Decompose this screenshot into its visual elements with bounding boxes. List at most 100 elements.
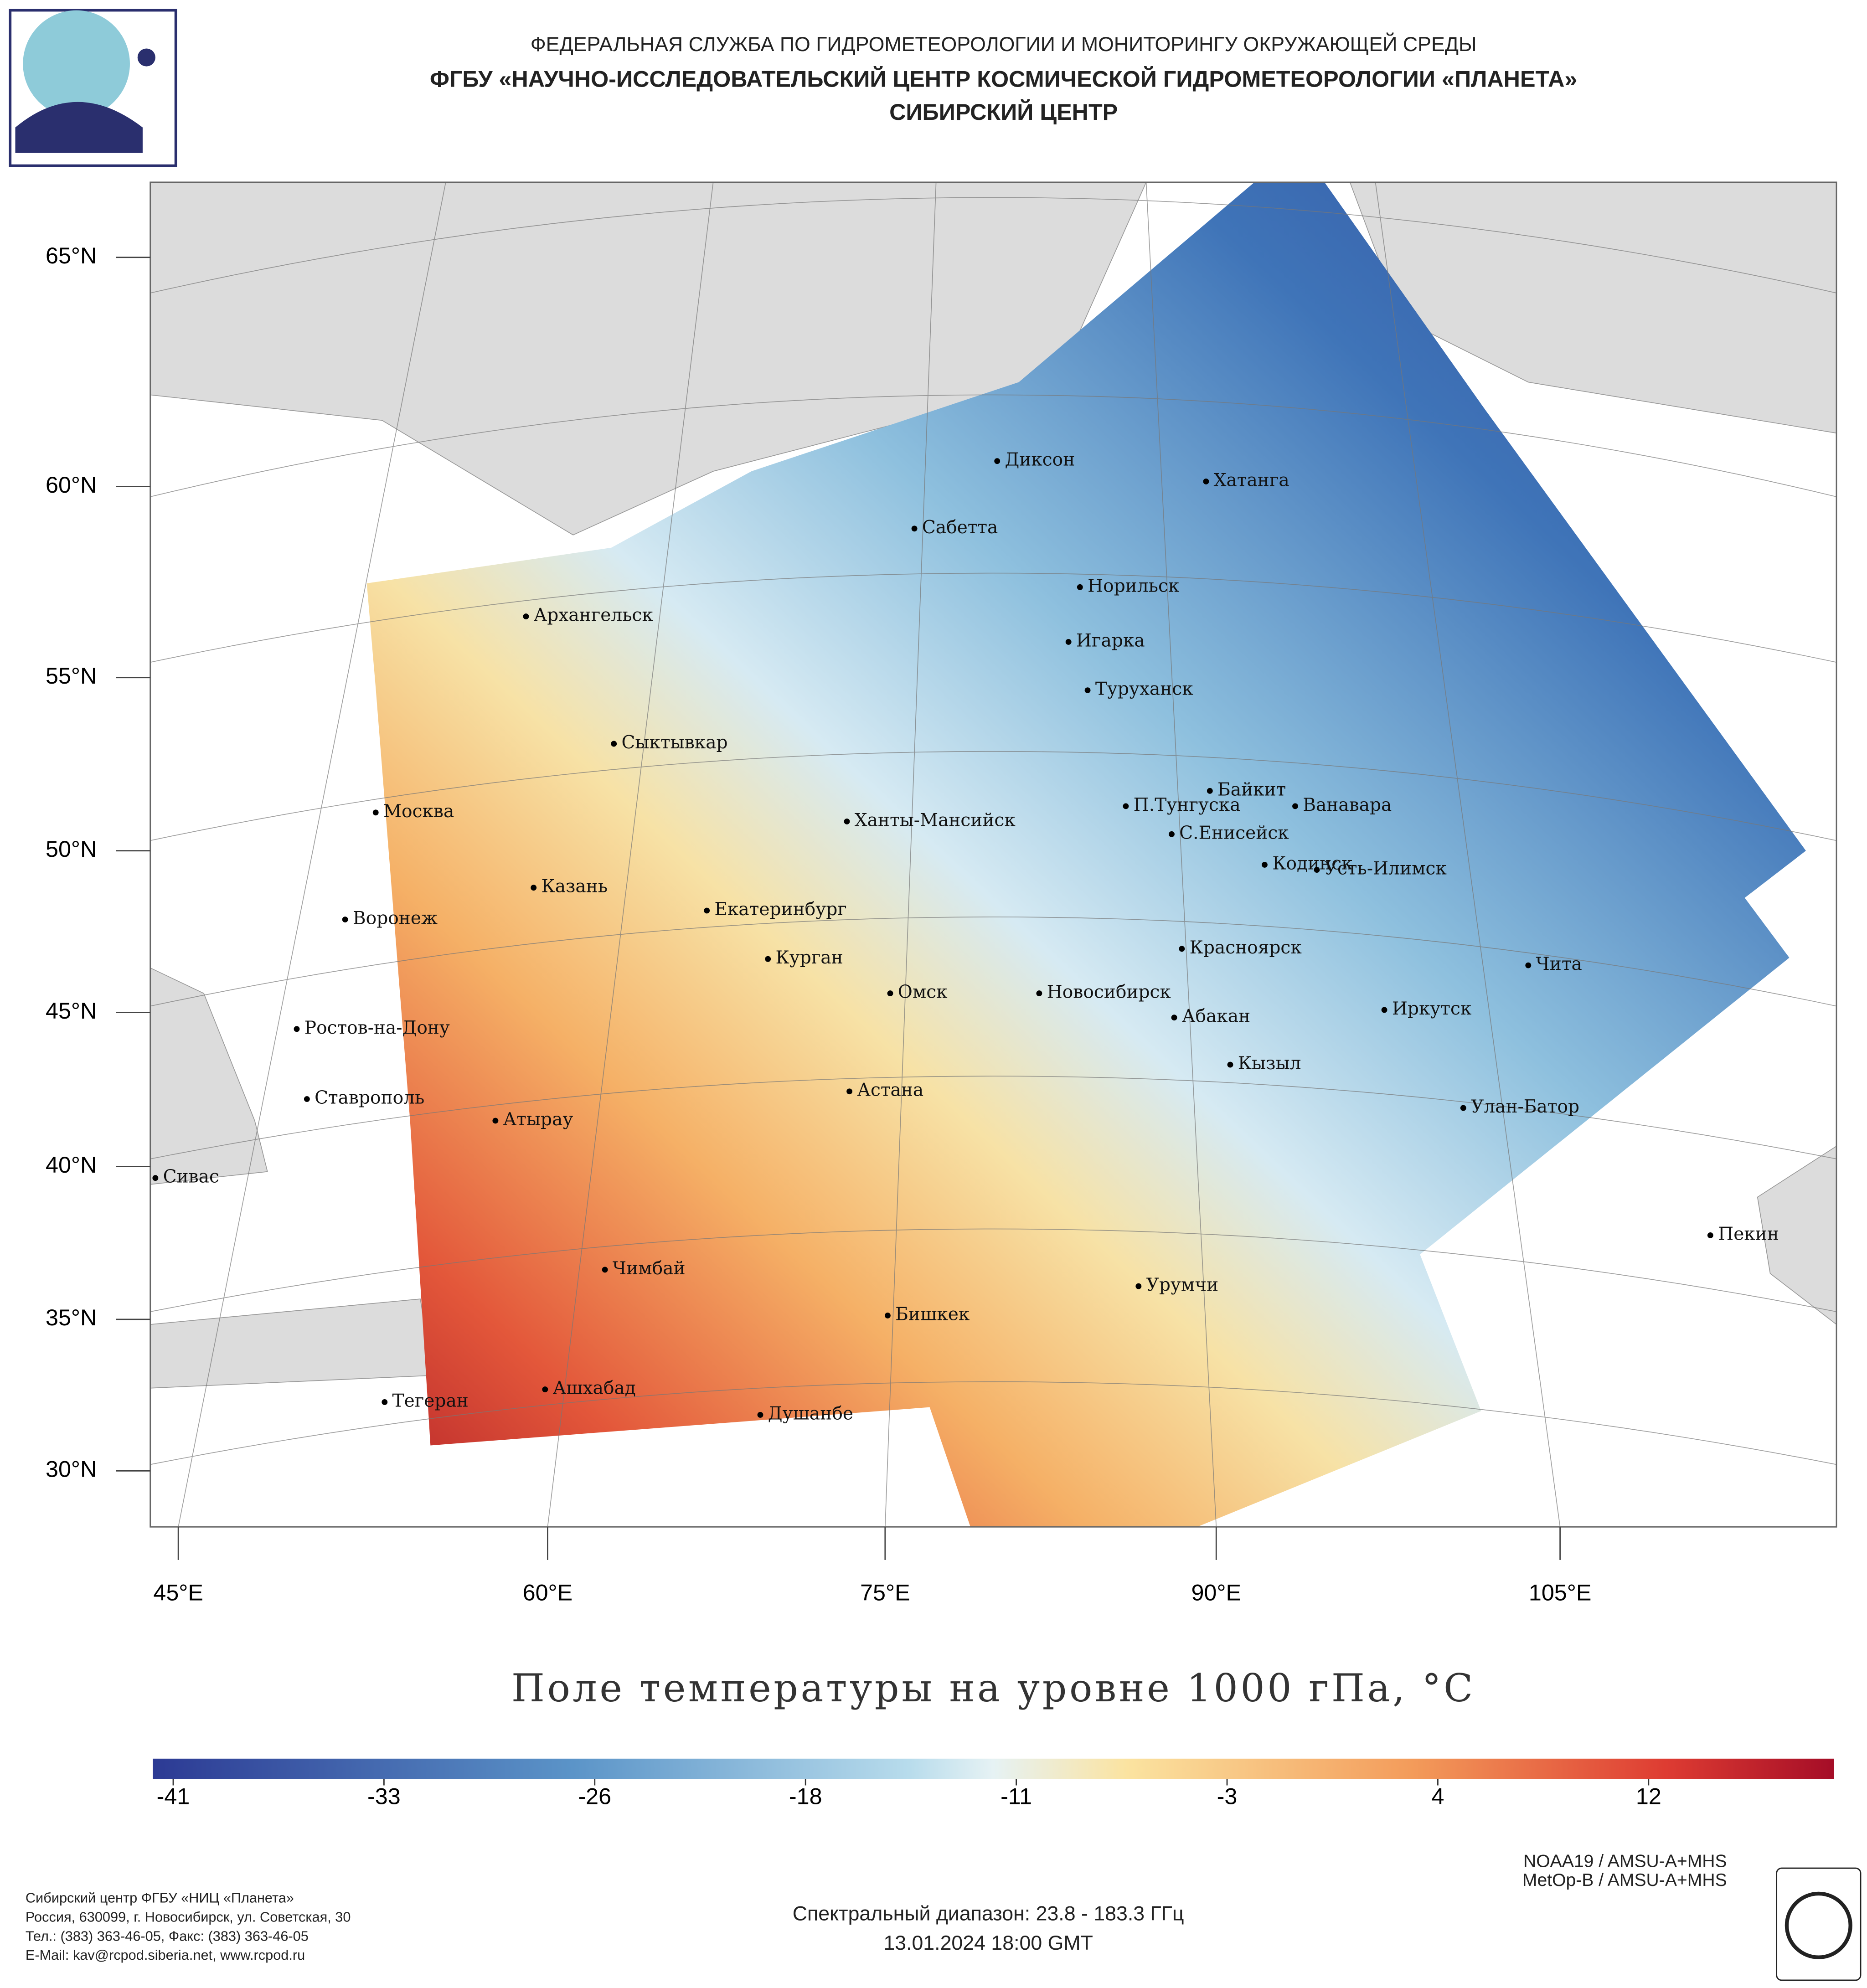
lat-label: 60°N (46, 472, 97, 498)
satellite: NOAA19 / AMSU-A+MHS (1523, 1851, 1727, 1871)
map-frame (150, 181, 1837, 1528)
city-dot (372, 809, 379, 816)
colorbar-label: -41 (157, 1783, 190, 1809)
lat-label: 40°N (46, 1152, 97, 1178)
city-dot (704, 907, 710, 914)
city-label: Урумчи (1146, 1275, 1219, 1295)
city-dot (1292, 803, 1298, 809)
address-line: E-Mail: kav@rcpod.siberia.net, www.rcpod… (26, 1947, 305, 1963)
colorbar-label: -18 (789, 1783, 822, 1809)
agency: ФЕДЕРАЛЬНАЯ СЛУЖБА ПО ГИДРОМЕТЕОРОЛОГИИ … (531, 32, 1477, 56)
city-label: Сыктывкар (621, 732, 727, 753)
city-dot (1179, 946, 1185, 952)
city-dot (846, 1088, 853, 1095)
lat-label: 65°N (46, 242, 97, 268)
city-label: Байкит (1217, 779, 1286, 800)
city-dot (492, 1118, 499, 1124)
footer: Сибирский центр ФГБУ «НИЦ «Планета» Росси… (26, 1851, 1858, 1977)
city-label: Ашхабад (553, 1378, 636, 1399)
city-label: Пекин (1718, 1224, 1779, 1244)
city-label: Диксон (1005, 450, 1075, 470)
city-dot (1135, 1283, 1142, 1289)
city-dot (1036, 990, 1042, 997)
city-dot (1065, 639, 1072, 645)
city-dot (611, 741, 617, 747)
city-dot (844, 818, 850, 824)
lat-label: 55°N (46, 663, 97, 689)
city-label: Новосибирск (1047, 982, 1171, 1003)
city-dot (602, 1267, 608, 1273)
city-dot (1227, 1061, 1233, 1068)
lat-label: 50°N (46, 836, 97, 862)
colorbar-label: -33 (367, 1783, 401, 1809)
address-line: Сибирский центр ФГБУ «НИЦ «Планета» (26, 1890, 294, 1906)
city-dot (1207, 788, 1213, 794)
lon-label: 90°E (1191, 1580, 1241, 1606)
city-label: С.Енисейск (1179, 823, 1289, 843)
address-line: Тел.: (383) 363-46-05, Факс: (383) 363-4… (26, 1928, 309, 1944)
city-label: Архангельск (534, 605, 653, 626)
city-dot (911, 525, 918, 532)
city-label: Курган (776, 948, 843, 968)
city-label: Ванавара (1303, 795, 1392, 815)
city-label: Астана (857, 1080, 923, 1101)
colorbar-label: 4 (1431, 1783, 1444, 1809)
city-label: Сивас (163, 1167, 219, 1187)
colorbar-label: 12 (1636, 1783, 1661, 1809)
iso-badge (1776, 1867, 1862, 1981)
address-line: Россия, 630099, г. Новосибирск, ул. Сове… (26, 1909, 351, 1925)
colorbar-label: -11 (1001, 1783, 1032, 1809)
city-dot (294, 1026, 300, 1032)
city-label: Душанбе (768, 1403, 853, 1424)
colorbar-label: -26 (578, 1783, 611, 1809)
city-dot (887, 990, 893, 997)
city-label: Кодинск (1272, 853, 1352, 874)
lat-label: 45°N (46, 998, 97, 1024)
lon-label: 105°E (1529, 1580, 1592, 1606)
colorbar-title: Поле температуры на уровне 1000 гПа, °C (511, 1666, 1475, 1710)
city-dot (884, 1313, 891, 1318)
city-label: Бишкек (895, 1304, 970, 1324)
map (150, 182, 1836, 1527)
center: СИБИРСКИЙ ЦЕНТР (889, 99, 1118, 125)
spectral: Спектральный диапазон: 23.8 - 183.3 ГГц (793, 1903, 1184, 1925)
lat-label: 30°N (46, 1456, 97, 1482)
city-dot (1525, 962, 1532, 968)
city-label: Чита (1536, 954, 1582, 974)
city-dot (342, 917, 348, 922)
city-dot (1171, 1015, 1177, 1021)
city-label: Абакан (1182, 1006, 1250, 1027)
city-label: Сабетта (922, 517, 998, 538)
city-label: Казань (541, 876, 608, 897)
city-label: Иркутск (1392, 999, 1472, 1019)
institute: ФГБУ «НАУЧНО-ИССЛЕДОВАТЕЛЬСКИЙ ЦЕНТР КОС… (430, 66, 1577, 92)
city-label: Тегеран (392, 1391, 469, 1411)
city-dot (994, 458, 1001, 464)
city-dot (1077, 584, 1083, 590)
city-dot (531, 885, 537, 891)
city-label: Туруханск (1095, 679, 1193, 700)
lon-label: 45°E (153, 1580, 203, 1606)
city-label: Хатанга (1214, 470, 1289, 490)
logo (9, 9, 177, 167)
city-label: Атырау (503, 1109, 573, 1130)
datetime: 13.01.2024 18:00 GMT (883, 1932, 1093, 1954)
city-dot (1381, 1007, 1387, 1013)
city-label: Ставрополь (315, 1088, 424, 1108)
city-dot (1707, 1232, 1713, 1238)
city-dot (1084, 687, 1091, 694)
satellite: MetOp-B / AMSU-A+MHS (1522, 1870, 1727, 1890)
city-dot (542, 1386, 548, 1392)
colorbar (153, 1758, 1834, 1779)
city-dot (382, 1399, 388, 1405)
city-label: Екатеринбург (714, 899, 846, 920)
city-label: Москва (383, 801, 454, 822)
city-label: Чимбай (613, 1258, 686, 1279)
colorbar-label: -3 (1217, 1783, 1238, 1809)
city-dot (304, 1096, 310, 1102)
lon-label: 75°E (860, 1580, 910, 1606)
city-label: Игарка (1076, 630, 1145, 651)
city-label: Красноярск (1190, 937, 1302, 958)
city-label: Усть-Илимск (1325, 859, 1447, 879)
